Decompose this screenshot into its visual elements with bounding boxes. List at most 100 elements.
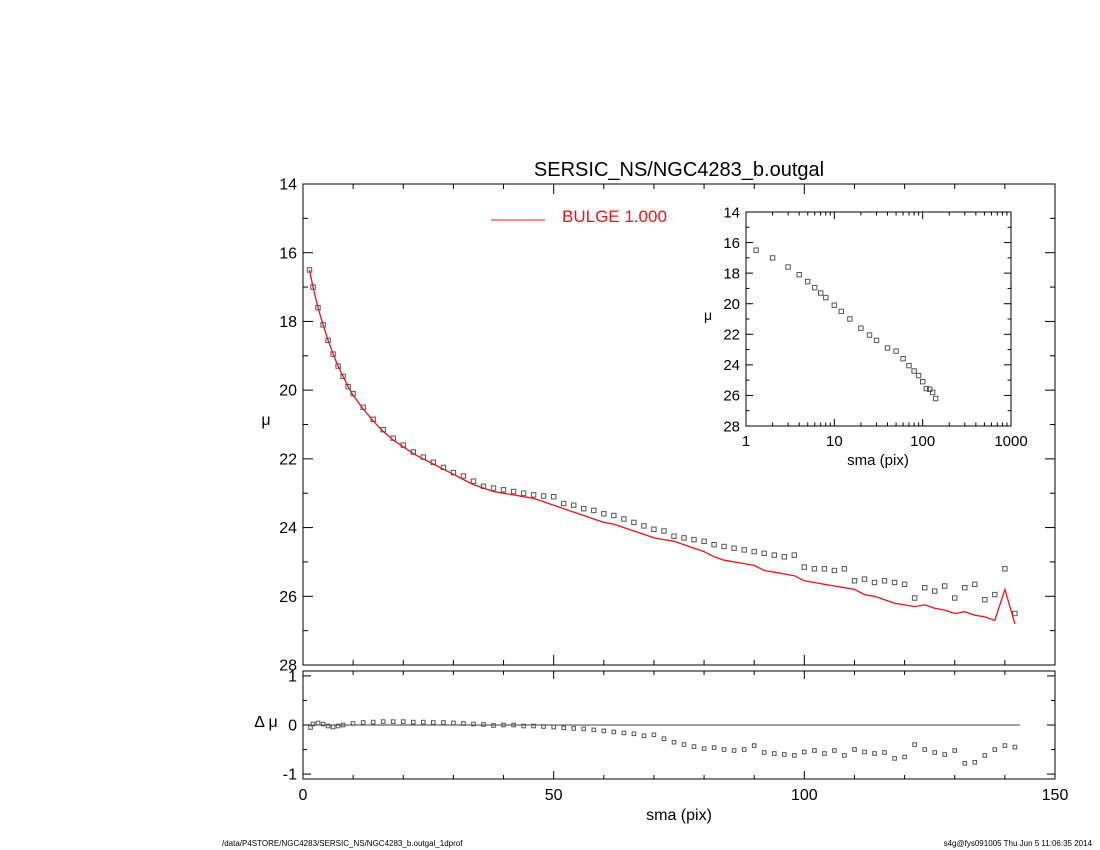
data-point (411, 719, 416, 725)
data-point (741, 547, 747, 553)
data-point (601, 728, 607, 734)
data-point (932, 750, 938, 755)
data-point (811, 566, 818, 572)
data-point (711, 745, 717, 750)
data-point (1012, 610, 1018, 617)
x-tick-label: 100 (791, 787, 818, 804)
footer-timestamp: s4g@fys091005 Thu Jun 5 11:06:35 2014 (943, 839, 1092, 848)
data-point (891, 579, 898, 586)
y-tick-label: -1 (283, 767, 297, 784)
data-point (796, 272, 802, 278)
data-point (431, 720, 436, 725)
data-point (761, 750, 767, 755)
data-point (751, 548, 757, 555)
data-point (753, 247, 759, 253)
y-tick-label: 20 (279, 383, 297, 400)
x-tick-label: 150 (1042, 787, 1069, 804)
data-point (782, 752, 787, 757)
data-point (335, 363, 341, 369)
data-point (571, 502, 577, 508)
data-point (847, 316, 853, 322)
data-point (972, 581, 978, 587)
data-point (741, 747, 747, 752)
data-point (581, 506, 587, 512)
data-point (952, 748, 958, 753)
data-point (521, 723, 526, 729)
data-point (893, 348, 899, 354)
legend-label: BULGE 1.000 (562, 207, 667, 226)
data-point (621, 516, 627, 522)
data-point (781, 554, 787, 560)
data-point (915, 372, 922, 379)
data-point (340, 722, 346, 728)
data-point (681, 742, 687, 747)
y-tick-label: 14 (279, 177, 297, 194)
data-point (922, 585, 928, 591)
y-tick-label: 22 (723, 327, 740, 344)
data-point (831, 302, 837, 308)
data-point (872, 751, 877, 756)
data-point (962, 761, 968, 766)
data-point (942, 583, 948, 589)
data-point (501, 722, 506, 728)
data-point (591, 727, 597, 733)
data-point (927, 386, 933, 393)
footer-file-path: /data/P4STORE/NGC4283/SERSIC_NS/NGC4283_… (222, 839, 463, 848)
data-point (491, 723, 496, 728)
data-point (858, 325, 864, 331)
data-point (832, 748, 837, 753)
data-point (651, 732, 657, 738)
data-point (751, 743, 757, 748)
data-point (902, 754, 907, 760)
data-point (641, 523, 647, 529)
data-point (851, 578, 858, 584)
data-point (591, 507, 597, 514)
x-tick-label: 100 (910, 433, 935, 450)
y-tick-label: 14 (723, 204, 740, 221)
data-point (691, 744, 697, 749)
data-point (862, 749, 867, 755)
data-point (881, 578, 888, 584)
data-point (901, 581, 908, 587)
inset-panel: μ sma (pix) 14 16 18 20 22 24 26 281 10 100 1000 (704, 204, 1028, 469)
data-point (838, 308, 844, 315)
data-point (731, 748, 737, 753)
data-point (530, 492, 537, 498)
inset-data-layer (753, 247, 939, 402)
y-tick-label: 26 (279, 589, 297, 606)
data-point (761, 550, 767, 556)
data-point (711, 542, 717, 548)
y-tick-label: 18 (723, 265, 740, 282)
data-point (932, 395, 939, 402)
data-point (661, 528, 667, 534)
data-point (441, 720, 446, 725)
data-point (821, 566, 828, 572)
inset-axis-ticks (745, 211, 1012, 427)
y-tick-label: 24 (279, 520, 297, 537)
data-point (330, 351, 336, 357)
data-point (884, 345, 891, 351)
data-point (350, 721, 356, 726)
data-point (681, 535, 687, 541)
data-point (721, 543, 727, 550)
data-point (1002, 566, 1008, 572)
data-point (330, 724, 336, 730)
data-point (852, 747, 857, 752)
data-point (802, 749, 807, 755)
data-point (520, 490, 527, 496)
data-point (972, 760, 978, 765)
main-data-layer (306, 267, 1018, 624)
data-point (866, 332, 873, 338)
data-point (671, 739, 677, 745)
inset-plot-frame (745, 211, 1012, 427)
data-point (772, 751, 777, 756)
data-point (801, 564, 807, 570)
data-point (818, 290, 824, 296)
residual-axis-ticks (302, 671, 1056, 779)
data-point (842, 753, 847, 758)
data-point (471, 721, 476, 727)
y-tick-label: 16 (279, 245, 297, 262)
data-point (812, 285, 818, 291)
